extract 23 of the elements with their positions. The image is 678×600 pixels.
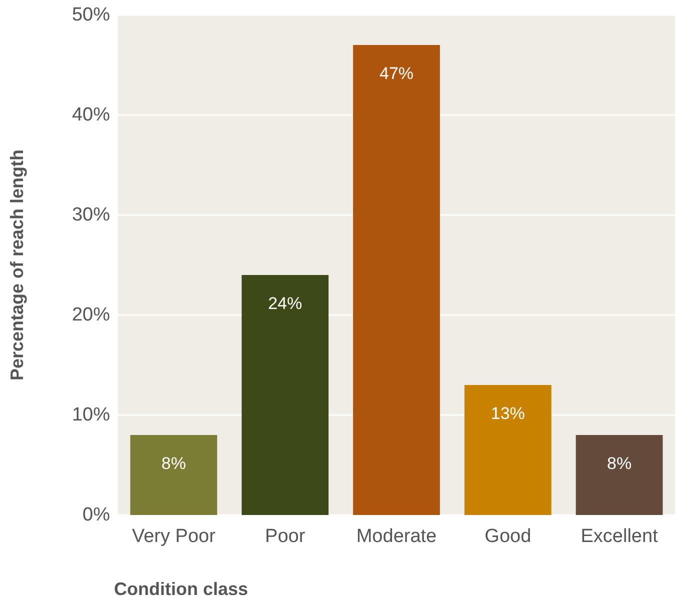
data-label: 8% (607, 454, 632, 473)
y-tick-label: 0% (82, 504, 110, 526)
y-tick-label: 50% (72, 4, 110, 26)
data-label: 13% (490, 404, 525, 423)
x-tick-label: Poor (265, 526, 306, 547)
x-tick-label: Excellent (580, 526, 659, 547)
y-axis-title: Percentage of reach length (7, 149, 27, 381)
bar (242, 275, 329, 515)
bar (464, 385, 552, 515)
x-tick-label: Good (484, 526, 532, 547)
bar (576, 435, 663, 515)
y-tick-label: 10% (72, 404, 110, 426)
data-label: 47% (379, 64, 414, 83)
y-tick-label: 40% (72, 104, 110, 126)
data-label: 8% (161, 454, 186, 473)
y-tick-label: 30% (72, 204, 110, 226)
x-tick-label: Very Poor (132, 526, 216, 547)
y-tick-label: 20% (72, 304, 110, 326)
bar (130, 435, 218, 515)
bar (353, 45, 440, 515)
data-label: 24% (268, 294, 302, 313)
x-tick-label: Moderate (356, 526, 437, 547)
x-axis-title: Condition class (114, 579, 248, 599)
